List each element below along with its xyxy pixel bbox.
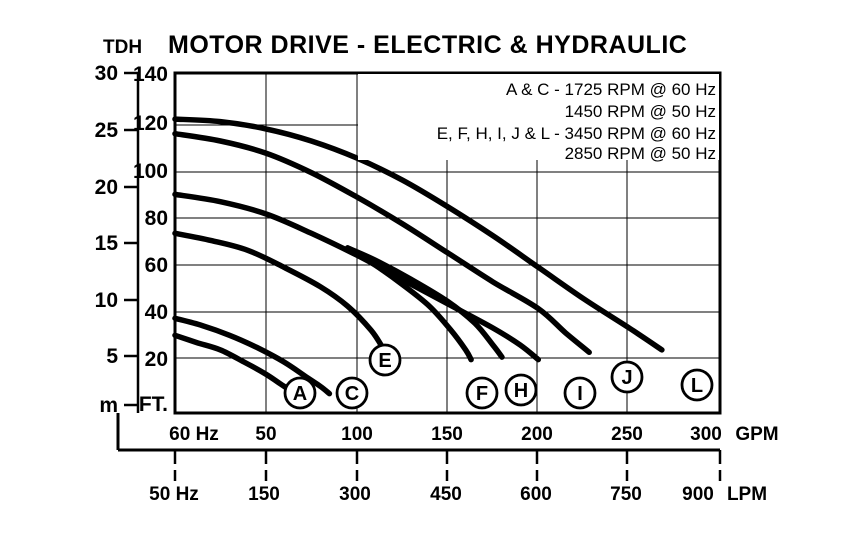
plot-frame [173,71,722,415]
y-feet-tick-120: 120 [133,112,168,135]
curve-C [172,315,333,397]
curve-label-J: J [610,360,644,394]
curve-label-C: C [335,376,369,410]
x-gpm-tick-100: 100 [341,424,373,445]
y-axis-metric: 30 25 20 15 10 5 m [95,62,140,417]
x-axis-gpm: 60 Hz 50 100 150 200 250 300 GPM [116,413,779,464]
curve-F [344,245,474,363]
x-lpm-tick-900: 900 [682,484,714,505]
curve-label-circle [368,343,402,377]
curve-H [344,245,505,360]
legend-line-2: 1450 RPM @ 50 Hz [565,102,716,121]
curve-label-group: A CE F H I J L [283,343,714,410]
curve-label-H: H [504,373,538,407]
y-metric-tick-15: 15 [95,232,119,255]
y-metric-tick-30: 30 [95,62,118,85]
curve-label-A: A [283,376,317,410]
x-lpm-tick-150: 150 [248,484,280,505]
x-gpm-tick-50: 50 [255,424,276,445]
curve-label-circle [335,376,369,410]
curve-L [172,116,665,353]
curve-label-text: J [621,367,632,389]
x-gpm-tick-150: 150 [431,424,463,445]
curve-label-circle [610,360,644,394]
curve-label-text: C [345,383,359,405]
curve-label-circle [563,376,597,410]
y-metric-tick-10: 10 [95,289,118,312]
curve-label-F: F [465,376,499,410]
y-feet-tick-60: 60 [145,254,168,277]
y-metric-unit: m [99,394,118,417]
curve-label-circle [680,368,714,402]
y-axis-feet: 140 120 100 80 60 40 20 FT. [133,63,168,416]
legend-line-4: 2850 RPM @ 50 Hz [565,144,716,163]
curve-label-I: I [563,376,597,410]
y-feet-unit: FT. [139,393,168,416]
x-gpm-tick-200: 200 [521,424,553,445]
y-metric-tick-25: 25 [95,119,119,142]
x-lpm-tick-600: 600 [520,484,552,505]
curve-label-text: H [514,380,528,402]
curve-label-E: E [368,343,402,377]
y-axis-title: TDH [103,37,142,58]
curve-label-circle [504,373,538,407]
curve-E [172,230,387,353]
y-feet-tick-20: 20 [145,348,168,371]
curve-label-circle [283,376,317,410]
y-feet-tick-80: 80 [145,207,168,230]
y-feet-tick-140: 140 [133,63,168,86]
x-lpm-tick-750: 750 [610,484,642,505]
data-curves [172,116,665,399]
legend-line-1: A & C - 1725 RPM @ 60 Hz [506,80,716,99]
x-lpm-origin: 50 Hz [149,484,199,505]
page-title: MOTOR DRIVE - ELECTRIC & HYDRAULIC [168,31,687,59]
x-lpm-tick-450: 450 [430,484,462,505]
legend-background [358,74,719,160]
legend-block: A & C - 1725 RPM @ 60 Hz 1450 RPM @ 50 H… [358,74,719,163]
curve-label-text: E [378,350,391,372]
curve-label-text: L [691,375,703,397]
y-metric-tick-5: 5 [106,345,118,368]
y-feet-tick-100: 100 [133,160,168,183]
x-lpm-unit: LPM [727,484,767,505]
curve-label-text: A [293,383,307,405]
y-feet-tick-40: 40 [145,301,168,324]
curve-label-L: L [680,368,714,402]
x-gpm-tick-250: 250 [611,424,643,445]
x-lpm-tick-300: 300 [339,484,371,505]
curve-label-circle [465,376,499,410]
x-axis-lpm: 50 Hz 150 300 450 600 750 900 LPM [149,470,767,505]
x-gpm-origin: 60 Hz [169,424,219,445]
curve-label-text: F [476,383,488,405]
curve-J [172,130,592,356]
x-gpm-tick-300: 300 [690,424,722,445]
y-metric-tick-20: 20 [95,176,118,199]
curve-label-text: I [577,383,583,405]
legend-line-3: E, F, H, I, J & L - 3450 RPM @ 60 Hz [437,124,716,143]
x-gpm-unit: GPM [735,424,778,445]
